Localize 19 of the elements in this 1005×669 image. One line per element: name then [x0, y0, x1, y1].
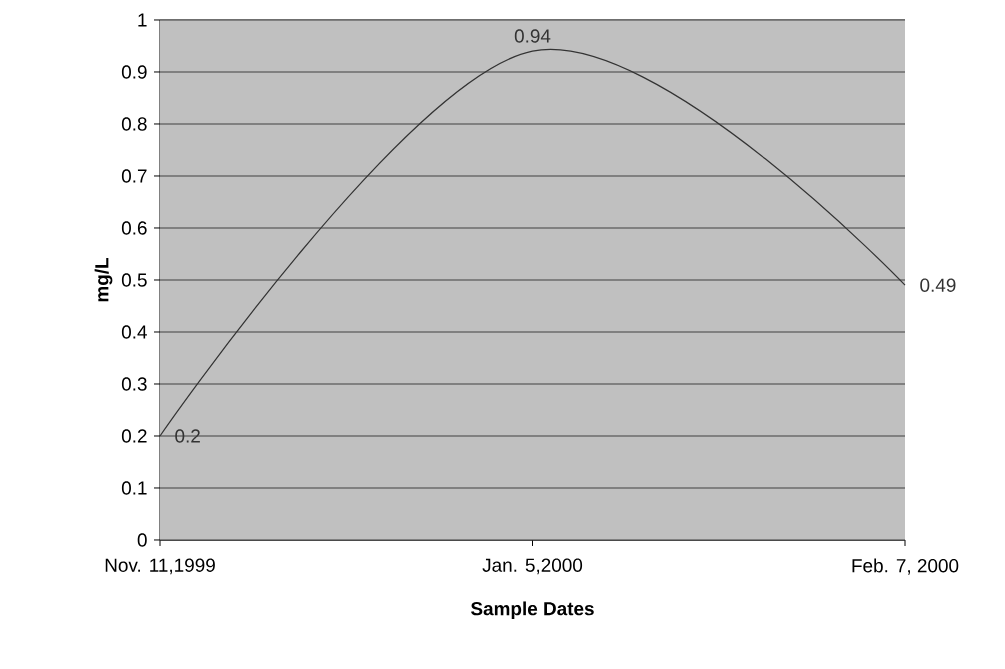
y-tick-label: 0.3: [121, 377, 147, 391]
x-tick-label: Jan. 5,2000: [482, 558, 583, 575]
y-tick-label: 1: [138, 13, 147, 27]
y-tick-label: 0.4: [121, 325, 147, 339]
y-tick-label: 0.2: [121, 429, 147, 443]
x-tick-label: Nov. 11,1999: [105, 558, 215, 575]
data-label: 0.49: [920, 278, 956, 292]
y-tick-label: 0.6: [121, 221, 147, 235]
y-tick-label: 0.7: [121, 169, 147, 183]
y-tick-label: 0.1: [121, 481, 147, 495]
x-tick-label: Feb. 7, 2000: [852, 558, 959, 575]
x-axis-title: Sample Dates: [470, 601, 594, 620]
y-tick-label: 0.9: [121, 65, 147, 79]
y-tick-label: 0.5: [121, 273, 147, 287]
data-label: 0.94: [514, 29, 551, 43]
y-axis-title: mg/L: [94, 257, 113, 302]
y-tick-label: 0.8: [121, 117, 147, 131]
data-label: 0.2: [175, 429, 200, 443]
y-tick-label: 0: [137, 533, 147, 547]
